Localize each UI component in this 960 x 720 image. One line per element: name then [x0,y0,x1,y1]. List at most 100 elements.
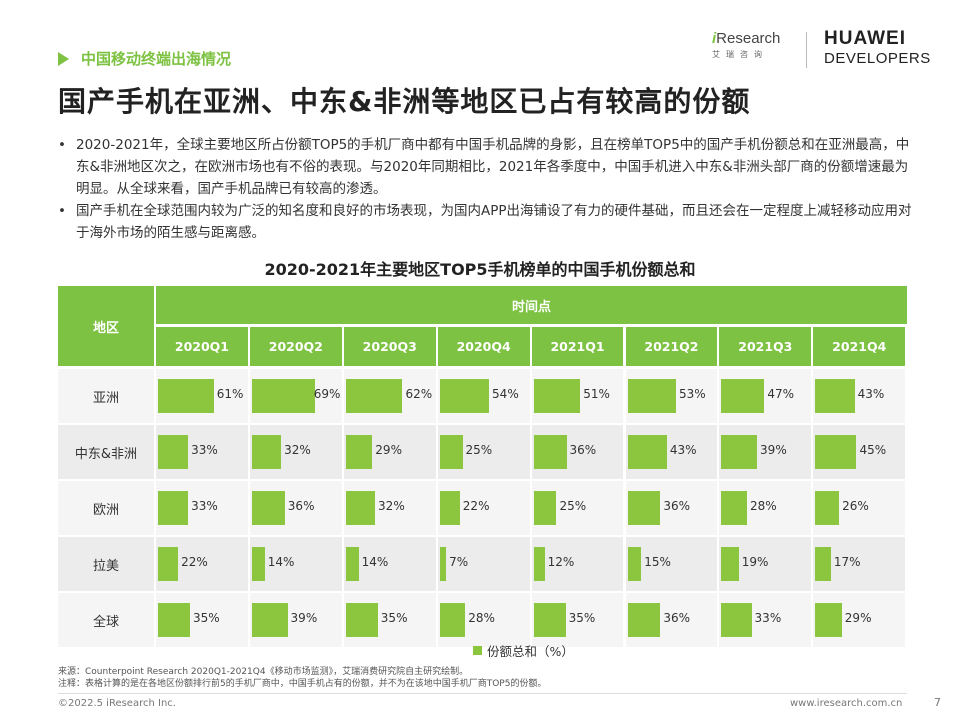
share-cell: 43% [625,425,718,479]
bullet-item: • 2020-2021年，全球主要地区所占份额TOP5的手机厂商中都有中国手机品… [58,134,918,200]
share-cell: 15% [625,537,718,591]
chart-legend: 份额总和（%） [473,641,574,660]
bullet-item: • 国产手机在全球范围内较为广泛的知名度和良好的市场表现，为国内APP出海铺设了… [58,200,918,244]
share-bar [251,435,282,469]
huawei-developers-logo: HUAWEI DEVELOPERS [824,28,931,68]
share-value-label: 47% [767,387,795,401]
share-cell: 69% [249,369,342,423]
quarter-header: 2020Q4 [437,327,530,366]
legend-label: 份额总和（%） [487,644,574,659]
share-cell: 36% [249,481,342,535]
share-bar [158,435,189,469]
share-bar [345,491,376,525]
share-bar [345,435,373,469]
share-cell: 22% [437,481,530,535]
footer-divider [58,693,907,694]
share-bar [627,491,661,525]
share-value-label: 33% [191,499,218,513]
share-value-label: 29% [375,443,402,457]
page-title: 国产手机在亚洲、中东&非洲等地区已占有较高的份额 [58,85,751,118]
iresearch-logo: iResearch 艾瑞咨询 [712,30,781,59]
share-cell: 53% [625,369,718,423]
share-cell: 39% [249,593,342,647]
quarter-header: 2020Q2 [249,327,342,366]
share-value-label: 35% [380,611,408,625]
quarter-header: 2021Q2 [625,327,718,366]
share-cell: 26% [813,481,906,535]
share-bar [533,379,581,413]
share-value-label: 36% [663,499,691,513]
source-note: 来源：Counterpoint Research 2020Q1-2021Q4《移… [58,666,546,690]
share-bar [439,603,466,637]
share-value-label: 35% [568,611,596,625]
share-value-label: 39% [760,443,787,457]
bullet-list: • 2020-2021年，全球主要地区所占份额TOP5的手机厂商中都有中国手机品… [58,134,918,244]
share-bar [533,491,557,525]
share-value-label: 35% [193,611,220,625]
share-cell: 36% [531,425,624,479]
share-bar [251,603,288,637]
share-value-label: 22% [181,555,208,569]
share-value-label: 43% [857,387,885,401]
share-bar [815,435,857,469]
share-bar [158,491,189,525]
share-bar [815,379,855,413]
huawei-logo-line2: DEVELOPERS [824,50,931,67]
share-cell: 14% [343,537,436,591]
share-value-label: 14% [361,555,389,569]
website-link: www.iresearch.com.cn [790,698,903,709]
share-cell: 29% [813,593,906,647]
share-bar [721,379,765,413]
share-cell: 36% [625,593,718,647]
share-bar [815,491,840,525]
share-cell: 32% [249,425,342,479]
share-value-label: 26% [842,499,869,513]
region-column-header: 地区 [58,286,154,366]
share-bar [533,547,545,581]
section-label: 中国移动终端出海情况 [81,50,232,68]
bullet-marker: • [58,203,66,219]
share-value-label: 14% [267,555,295,569]
share-cell: 45% [813,425,906,479]
share-cell: 36% [625,481,718,535]
share-bar [345,379,403,413]
huawei-logo-line1: HUAWEI [824,28,906,49]
share-value-label: 28% [468,611,495,625]
share-cell: 32% [343,481,436,535]
share-bar [721,603,752,637]
share-value-label: 29% [844,611,872,625]
share-value-label: 39% [290,611,318,625]
quarter-header: 2021Q3 [719,327,812,366]
region-label: 拉美 [58,537,154,591]
share-value-label: 54% [492,387,519,401]
share-cell: 61% [156,369,248,423]
share-value-label: 17% [833,555,861,569]
share-value-label: 7% [449,555,469,569]
share-value-label: 36% [287,499,315,513]
share-cell: 33% [719,593,812,647]
region-label: 欧洲 [58,481,154,535]
share-cell: 28% [437,593,530,647]
share-bar [815,547,831,581]
share-bar [345,547,359,581]
share-cell: 12% [531,537,624,591]
share-cell: 17% [813,537,906,591]
share-cell: 35% [156,593,248,647]
share-bar [627,435,667,469]
share-cell: 33% [156,425,248,479]
share-bar [627,603,661,637]
quarter-header: 2020Q1 [156,327,248,366]
share-cell: 7% [437,537,530,591]
share-cell: 22% [156,537,248,591]
source-line: 来源：Counterpoint Research 2020Q1-2021Q4《移… [58,667,469,677]
logo-divider [806,32,807,68]
copyright: ©2022.5 iResearch Inc. [58,698,176,709]
share-bar [158,547,179,581]
share-value-label: 69% [313,387,341,401]
share-bar [721,435,758,469]
bullet-text: 2020-2021年，全球主要地区所占份额TOP5的手机厂商中都有中国手机品牌的… [76,137,910,197]
share-cell: 14% [249,537,342,591]
share-bar [345,603,378,637]
share-value-label: 61% [216,387,244,401]
share-bar [251,379,315,413]
